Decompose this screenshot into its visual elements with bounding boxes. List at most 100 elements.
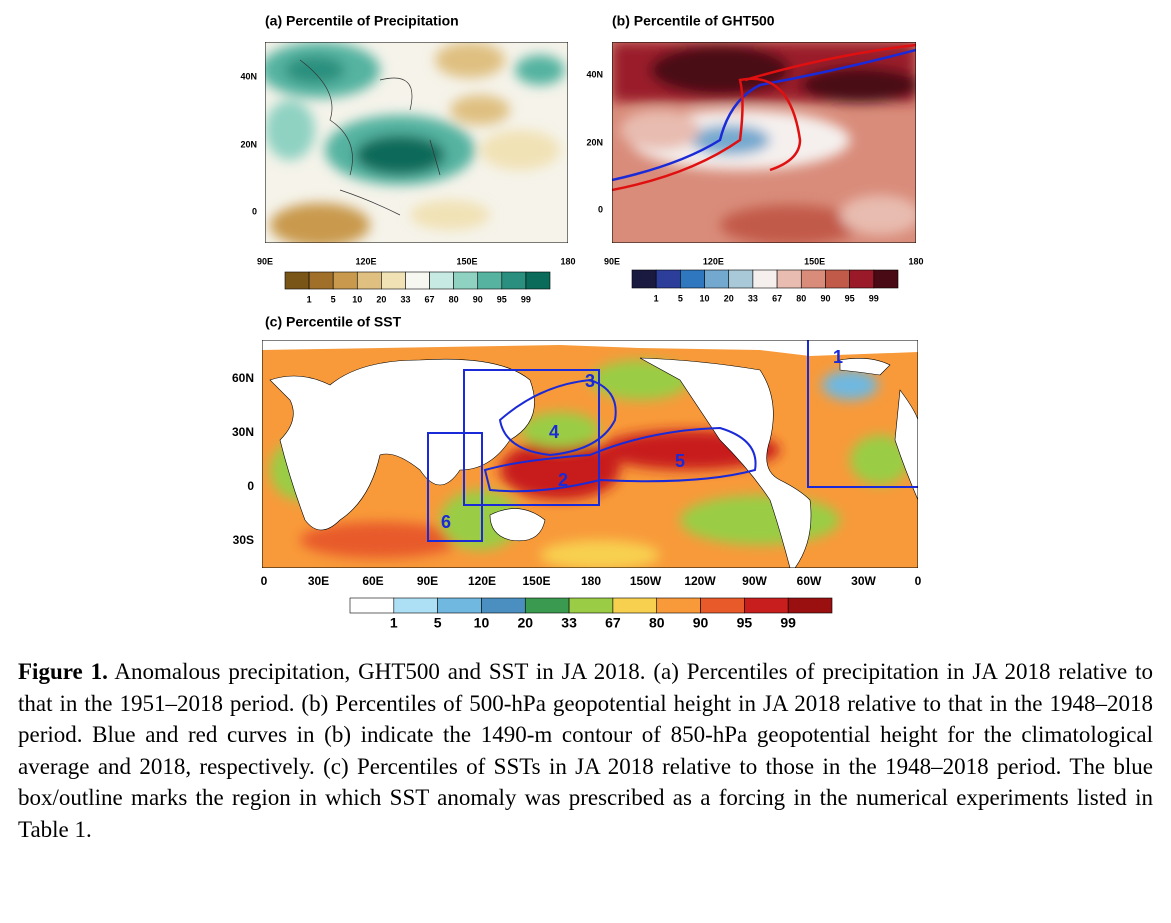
x-tick-label: 120E bbox=[468, 574, 496, 588]
colorbar-box bbox=[849, 269, 875, 289]
colorbar-box bbox=[655, 269, 681, 289]
x-tick-label: 90W bbox=[742, 574, 767, 588]
y-tick-label: 0 bbox=[247, 479, 254, 493]
colorbar-box bbox=[700, 597, 745, 614]
y-tick-label: 20N bbox=[586, 137, 603, 147]
region-label: 6 bbox=[441, 512, 451, 532]
colorbar-label: 1 bbox=[654, 293, 659, 303]
colorbar-box bbox=[429, 271, 454, 290]
precip-map bbox=[265, 42, 568, 243]
colorbar-label: 95 bbox=[845, 293, 855, 303]
colorbar-box bbox=[787, 597, 833, 614]
panel-title: (a) Percentile of Precipitation bbox=[265, 13, 459, 29]
colorbar-box bbox=[477, 271, 503, 290]
panel-title: (b) Percentile of GHT500 bbox=[612, 13, 775, 29]
colorbar-label: 10 bbox=[352, 294, 362, 304]
x-tick-label: 30E bbox=[308, 574, 329, 588]
x-tick-label: 180 bbox=[581, 574, 601, 588]
x-tick-label: 150E bbox=[804, 256, 825, 266]
colorbar-box bbox=[349, 597, 395, 614]
colorbar-label: 20 bbox=[376, 294, 386, 304]
colorbar-box bbox=[680, 269, 705, 289]
ght-map bbox=[612, 42, 916, 243]
region-label: 2 bbox=[558, 470, 568, 490]
colorbar-label: 10 bbox=[474, 615, 490, 631]
colorbar-label: 95 bbox=[497, 294, 507, 304]
x-tick-label: 180 bbox=[908, 256, 923, 266]
y-tick-label: 30S bbox=[233, 533, 254, 547]
colorbar-label: 33 bbox=[400, 294, 410, 304]
y-tick-label: 0 bbox=[252, 206, 257, 216]
colorbar-label: 80 bbox=[649, 615, 665, 631]
colorbar-box bbox=[776, 269, 802, 289]
x-tick-label: 90E bbox=[604, 256, 620, 266]
colorbar-box bbox=[453, 271, 479, 290]
colorbar-box bbox=[524, 597, 570, 614]
region-label: 5 bbox=[675, 451, 685, 471]
colorbar-label: 5 bbox=[678, 293, 683, 303]
colorbar-label: 67 bbox=[605, 615, 621, 631]
region-label: 1 bbox=[833, 347, 843, 367]
colorbar-label: 80 bbox=[449, 294, 459, 304]
colorbar-box bbox=[568, 597, 614, 614]
x-tick-label: 0 bbox=[915, 574, 922, 588]
colorbar-label: 90 bbox=[820, 293, 830, 303]
x-tick-label: 30W bbox=[851, 574, 876, 588]
x-tick-label: 180 bbox=[560, 256, 575, 266]
colorbar-label: 67 bbox=[425, 294, 435, 304]
colorbar-label: 99 bbox=[869, 293, 879, 303]
y-tick-label: 20N bbox=[240, 139, 257, 149]
y-tick-label: 30N bbox=[232, 425, 254, 439]
x-tick-label: 120E bbox=[355, 256, 376, 266]
colorbar-label: 1 bbox=[307, 294, 312, 304]
x-tick-label: 120W bbox=[684, 574, 716, 588]
colorbar-label: 33 bbox=[561, 615, 577, 631]
colorbar-box bbox=[525, 271, 551, 290]
x-tick-label: 60W bbox=[797, 574, 822, 588]
colorbar-label: 90 bbox=[693, 615, 709, 631]
x-tick-label: 60E bbox=[362, 574, 383, 588]
colorbar-label: 10 bbox=[700, 293, 710, 303]
x-tick-label: 120E bbox=[703, 256, 724, 266]
colorbar-label: 90 bbox=[473, 294, 483, 304]
y-tick-label: 40N bbox=[240, 71, 257, 81]
colorbar-label: 95 bbox=[737, 615, 753, 631]
y-tick-label: 40N bbox=[586, 69, 603, 79]
colorbar-box bbox=[728, 269, 754, 289]
colorbar-box bbox=[481, 597, 526, 614]
colorbar-label: 20 bbox=[724, 293, 734, 303]
sst-map bbox=[262, 340, 918, 568]
colorbar-box bbox=[800, 269, 826, 289]
colorbar-label: 5 bbox=[331, 294, 336, 304]
x-tick-label: 150E bbox=[522, 574, 550, 588]
colorbar-box bbox=[356, 271, 382, 290]
colorbar-label: 99 bbox=[780, 615, 796, 631]
colorbar-label: 80 bbox=[796, 293, 806, 303]
colorbar-box bbox=[308, 271, 334, 290]
colorbar-box bbox=[744, 597, 789, 614]
colorbar-label: 20 bbox=[517, 615, 533, 631]
x-tick-label: 90E bbox=[417, 574, 438, 588]
colorbar-box bbox=[631, 269, 657, 289]
colorbar-box bbox=[656, 597, 701, 614]
colorbar-box bbox=[405, 271, 430, 290]
y-tick-label: 60N bbox=[232, 371, 254, 385]
colorbar-label: 99 bbox=[521, 294, 531, 304]
colorbar-box bbox=[825, 269, 850, 289]
colorbar-box bbox=[752, 269, 778, 289]
colorbar-label: 67 bbox=[772, 293, 782, 303]
region-label: 3 bbox=[585, 371, 595, 391]
colorbar-box bbox=[332, 271, 358, 290]
region-label: 4 bbox=[549, 422, 559, 442]
caption-text: Anomalous precipitation, GHT500 and SST … bbox=[18, 659, 1154, 842]
colorbar-box bbox=[437, 597, 482, 614]
colorbar-label: 1 bbox=[390, 615, 398, 631]
caption-label: Figure 1. bbox=[18, 659, 108, 684]
colorbar-box bbox=[873, 269, 899, 289]
colorbar-box bbox=[284, 271, 310, 290]
x-tick-label: 90E bbox=[257, 256, 273, 266]
caption: Figure 1. Anomalous precipitation, GHT50… bbox=[18, 656, 1153, 845]
colorbar-label: 33 bbox=[748, 293, 758, 303]
